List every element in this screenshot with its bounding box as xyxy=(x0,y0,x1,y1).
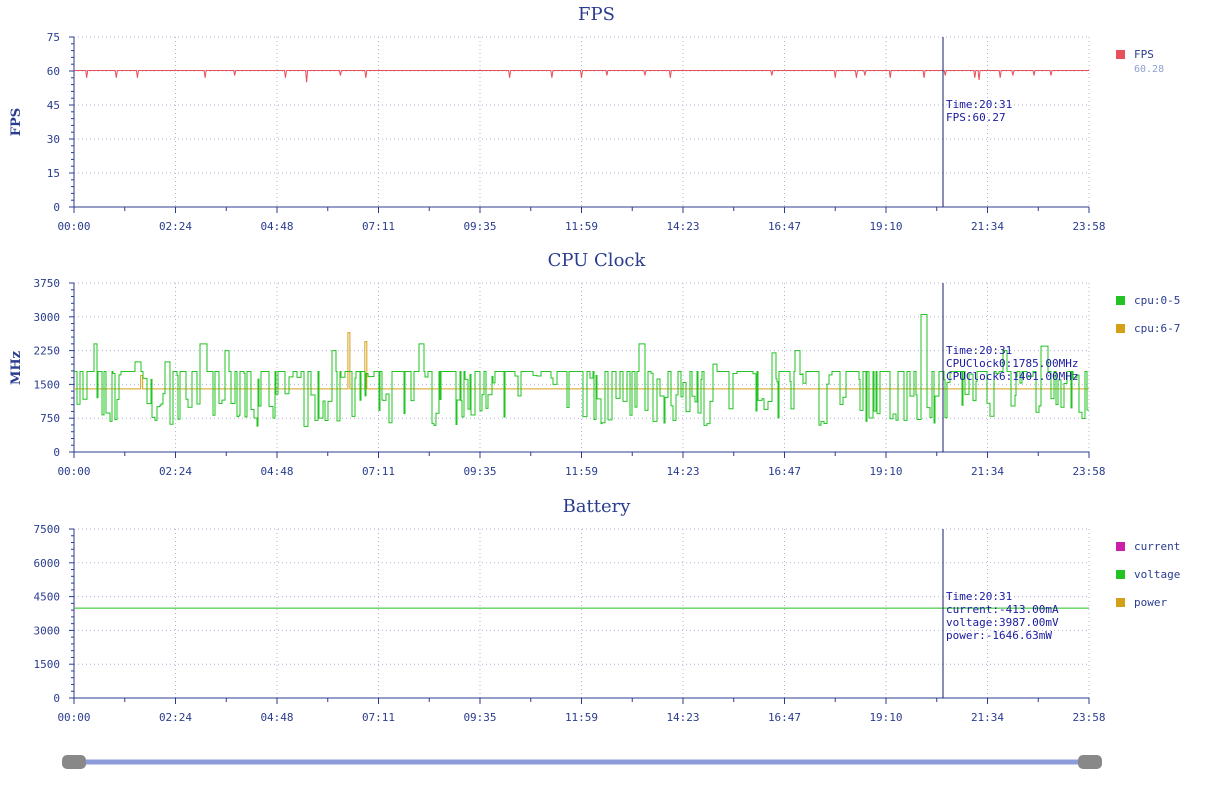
legend-swatch xyxy=(1116,542,1125,551)
y-tick-label: 0 xyxy=(53,446,60,459)
chart-title: CPU Clock xyxy=(548,250,647,271)
chart-fps: FPS FPS 0 15 30 45 60 75 00:00 02:24 04:48 07:11 09:… xyxy=(9,4,1164,233)
x-tick-label: 21:34 xyxy=(971,465,1004,478)
series-line-cpu-0-5 xyxy=(74,314,1089,427)
x-tick-label: 11:59 xyxy=(565,711,598,724)
tooltip-line: power:-1646.63mW xyxy=(946,629,1052,642)
chart-title: Battery xyxy=(563,496,632,517)
x-tick-label: 16:47 xyxy=(768,220,801,233)
x-tick-label: 02:24 xyxy=(159,220,192,233)
series-line-fps xyxy=(74,70,1089,83)
legend-swatch xyxy=(1116,50,1125,59)
x-tick-label: 11:59 xyxy=(565,465,598,478)
legend-entry-voltage[interactable]: voltage xyxy=(1134,568,1180,581)
slider-handle-left[interactable] xyxy=(62,755,86,769)
legend-swatch xyxy=(1116,570,1125,579)
y-tick-label: 1500 xyxy=(34,658,61,671)
tooltip-line: CPUClock0:1785.00MHz xyxy=(946,357,1078,370)
legend-entry-FPS[interactable]: FPS xyxy=(1134,48,1154,61)
x-tick-label: 00:00 xyxy=(57,465,90,478)
legend-swatch xyxy=(1116,324,1125,333)
legend-value: 60.28 xyxy=(1134,64,1164,75)
y-tick-label: 60 xyxy=(47,65,60,78)
x-tick-label: 19:10 xyxy=(869,711,902,724)
x-tick-label: 04:48 xyxy=(260,711,293,724)
x-tick-label: 00:00 xyxy=(57,220,90,233)
chart-cpu: CPU Clock MHz 0 750 1500 2250 3000 3750 00:00 02:… xyxy=(9,250,1180,478)
y-tick-label: 6000 xyxy=(34,557,61,570)
y-tick-label: 7500 xyxy=(34,523,61,536)
legend-entry-cpu-6-7[interactable]: cpu:6-7 xyxy=(1134,322,1180,335)
x-tick-label: 11:59 xyxy=(565,220,598,233)
x-tick-label: 04:48 xyxy=(260,220,293,233)
chart-title: FPS xyxy=(578,4,615,25)
legend-entry-power[interactable]: power xyxy=(1134,596,1167,609)
x-tick-label: 23:58 xyxy=(1072,711,1105,724)
tooltip-line: Time:20:31 xyxy=(946,344,1012,357)
slider-handle-right[interactable] xyxy=(1078,755,1102,769)
y-tick-label: 3000 xyxy=(34,624,61,637)
x-tick-label: 21:34 xyxy=(971,711,1004,724)
chart-battery: Battery 0 1500 3000 4500 6000 7500 00:00 02:24 04… xyxy=(34,496,1181,724)
y-tick-label: 3000 xyxy=(34,311,61,324)
y-tick-label: 4500 xyxy=(34,591,61,604)
x-tick-label: 14:23 xyxy=(666,711,699,724)
x-tick-label: 09:35 xyxy=(463,465,496,478)
x-tick-label: 21:34 xyxy=(971,220,1004,233)
tooltip-line: voltage:3987.00mV xyxy=(946,616,1059,629)
x-tick-label: 09:35 xyxy=(463,711,496,724)
legend-entry-cpu-0-5[interactable]: cpu:0-5 xyxy=(1134,294,1180,307)
x-tick-label: 02:24 xyxy=(159,711,192,724)
tooltip-line: current:-413.00mA xyxy=(946,603,1059,616)
x-tick-label: 16:47 xyxy=(768,711,801,724)
y-tick-label: 750 xyxy=(40,412,60,425)
x-tick-label: 14:23 xyxy=(666,465,699,478)
y-tick-label: 2250 xyxy=(34,345,61,358)
x-tick-label: 16:47 xyxy=(768,465,801,478)
x-tick-label: 23:58 xyxy=(1072,220,1105,233)
x-tick-label: 07:11 xyxy=(362,220,395,233)
legend-swatch xyxy=(1116,598,1125,607)
series-line-cpu-6-7 xyxy=(74,332,1089,390)
x-tick-label: 04:48 xyxy=(260,465,293,478)
x-tick-label: 00:00 xyxy=(57,711,90,724)
y-tick-label: 1500 xyxy=(34,378,61,391)
tooltip-line: FPS:60.27 xyxy=(946,111,1006,124)
x-tick-label: 23:58 xyxy=(1072,465,1105,478)
y-tick-label: 0 xyxy=(53,692,60,705)
x-tick-label: 19:10 xyxy=(869,465,902,478)
tooltip-line: Time:20:31 xyxy=(946,590,1012,603)
y-axis-label: MHz xyxy=(9,351,24,385)
y-tick-label: 0 xyxy=(53,201,60,214)
x-tick-label: 07:11 xyxy=(362,711,395,724)
tooltip-line: Time:20:31 xyxy=(946,98,1012,111)
range-slider[interactable] xyxy=(62,755,1102,769)
x-tick-label: 02:24 xyxy=(159,465,192,478)
x-tick-label: 14:23 xyxy=(666,220,699,233)
x-tick-label: 07:11 xyxy=(362,465,395,478)
y-tick-label: 15 xyxy=(47,167,60,180)
y-tick-label: 45 xyxy=(47,99,60,112)
y-tick-label: 75 xyxy=(47,31,60,44)
y-tick-label: 3750 xyxy=(34,277,61,290)
legend-swatch xyxy=(1116,296,1125,305)
y-tick-label: 30 xyxy=(47,133,60,146)
tooltip-line: CPUClock6:1401.00MHz xyxy=(946,370,1078,383)
x-tick-label: 09:35 xyxy=(463,220,496,233)
x-tick-label: 19:10 xyxy=(869,220,902,233)
legend-entry-current[interactable]: current xyxy=(1134,540,1180,553)
y-axis-label: FPS xyxy=(9,108,24,136)
